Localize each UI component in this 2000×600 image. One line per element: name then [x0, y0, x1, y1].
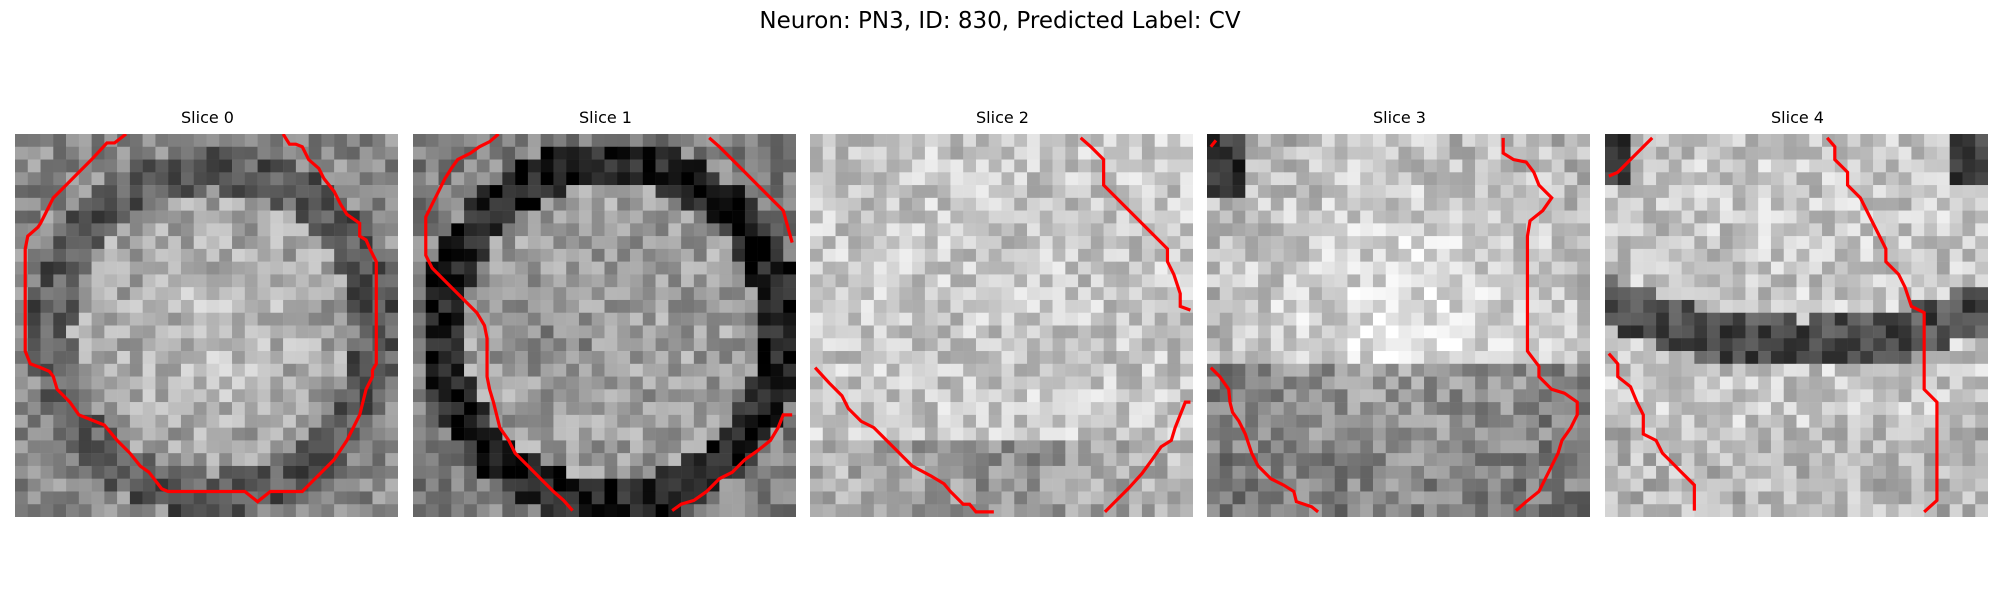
segmentation-contour: [1825, 136, 1939, 514]
segmentation-contour: [708, 136, 794, 243]
slice-panel-3: Slice 3: [1207, 107, 1592, 517]
slice-panel-1: Slice 1: [413, 107, 798, 517]
segmentation-contour: [671, 413, 793, 512]
slice-image: [413, 134, 796, 517]
segmentation-contour: [813, 366, 994, 514]
slice-title: Slice 3: [1373, 108, 1426, 127]
segmentation-contour: [1103, 400, 1191, 514]
slice-title: Slice 1: [579, 108, 632, 127]
slice-title: Slice 0: [181, 108, 234, 127]
segmentation-contour: [1607, 352, 1696, 511]
slice-image: [810, 134, 1193, 517]
figure-title: Neuron: PN3, ID: 830, Predicted Label: C…: [759, 8, 1241, 34]
slice-image: [1605, 134, 1988, 517]
slice-image: [1207, 134, 1590, 517]
segmentation-contour: [1079, 136, 1192, 312]
slice-panel-2: Slice 2: [810, 107, 1195, 517]
slice-image: [15, 134, 398, 517]
segmentation-contour: [23, 134, 378, 504]
segmentation-contour: [1608, 136, 1654, 178]
pixel-grid: [413, 134, 796, 517]
slice-panel-0: Slice 0: [15, 107, 400, 517]
pixel-grid: [15, 134, 398, 517]
segmentation-contour: [1209, 366, 1320, 514]
slice-title: Slice 2: [976, 108, 1029, 127]
slice-title: Slice 4: [1771, 108, 1824, 127]
pixel-grid: [1605, 134, 1988, 517]
segmentation-contour: [1209, 139, 1218, 148]
slice-panel-4: Slice 4: [1605, 107, 1990, 517]
pixel-grid: [1207, 134, 1590, 517]
segmentation-contour: [424, 134, 574, 512]
pixel-grid: [810, 134, 1193, 517]
segmentation-contour: [1501, 137, 1579, 512]
